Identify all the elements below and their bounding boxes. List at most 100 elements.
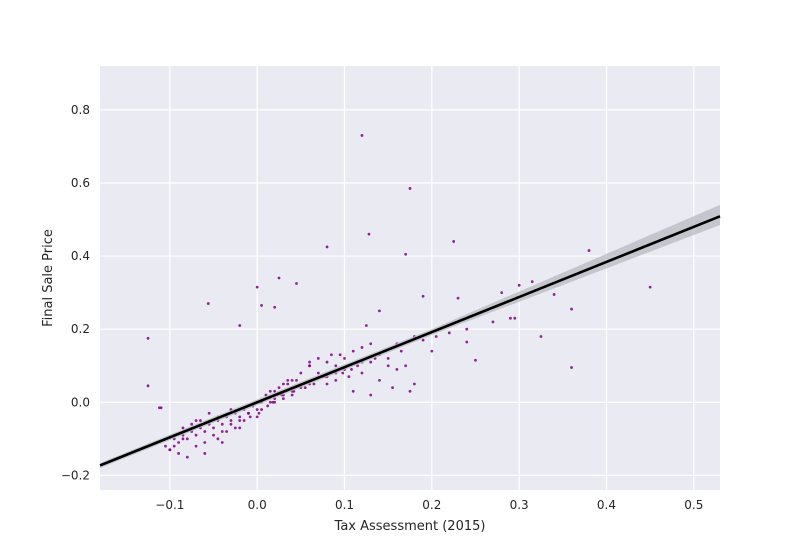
tick-labels: −0.1 0.0 0.1 0.2 0.3 0.4 0.5 −0.2 0.0 0.2 0.4 0.6 0.… bbox=[61, 103, 703, 512]
scatter-point bbox=[509, 316, 512, 320]
x-axis-label: Tax Assessment (2015) bbox=[334, 519, 486, 534]
scatter-point bbox=[172, 444, 176, 448]
scatter-point bbox=[206, 302, 210, 305]
regression-line bbox=[99, 215, 721, 467]
scatter-point bbox=[229, 422, 233, 426]
scatter-point bbox=[421, 338, 425, 342]
scatter-point bbox=[260, 408, 263, 411]
scatter-point bbox=[257, 411, 261, 415]
scatter-point bbox=[360, 134, 364, 137]
scatter-point bbox=[146, 384, 150, 388]
scatter-point bbox=[367, 232, 371, 236]
x-tick-label: 0.4 bbox=[597, 498, 616, 512]
scatter-point bbox=[268, 389, 272, 393]
scatter-point bbox=[452, 240, 456, 243]
scatter-point bbox=[194, 444, 198, 448]
scatter-point bbox=[395, 367, 399, 371]
scatter-point bbox=[238, 324, 242, 327]
scatter-point bbox=[233, 426, 237, 430]
scatter-point bbox=[216, 437, 220, 441]
scatter-point bbox=[334, 378, 338, 382]
scatter-point bbox=[229, 419, 233, 422]
scatter-point bbox=[378, 378, 381, 382]
scatter-point bbox=[185, 455, 189, 459]
scatter-point bbox=[271, 400, 275, 404]
scatter-point bbox=[399, 349, 403, 353]
scatter-point bbox=[500, 291, 504, 295]
scatter-point bbox=[203, 441, 207, 444]
scatter-point bbox=[290, 378, 294, 382]
scatter-point bbox=[369, 342, 373, 346]
scatter-point bbox=[308, 360, 311, 364]
y-tick-label: 0.8 bbox=[71, 103, 90, 117]
y-axis-label: Final Sale Price bbox=[41, 229, 56, 327]
scatter-point bbox=[587, 249, 591, 252]
scatter-point bbox=[242, 419, 246, 422]
scatter-point bbox=[203, 430, 207, 433]
scatter-point bbox=[177, 452, 180, 455]
scatter-point bbox=[181, 426, 185, 430]
scatter-point bbox=[430, 349, 434, 353]
x-tick-label: −0.1 bbox=[155, 498, 184, 512]
scatter-point bbox=[238, 426, 242, 430]
scatter-point bbox=[194, 419, 198, 422]
scatter-point bbox=[164, 444, 167, 448]
scatter-point bbox=[268, 400, 272, 404]
scatter-point bbox=[286, 378, 290, 382]
y-tick-label: 0.2 bbox=[71, 322, 90, 336]
scatter-point bbox=[408, 389, 412, 393]
scatter-point bbox=[159, 406, 163, 410]
scatter-point bbox=[247, 411, 250, 415]
scatter-point bbox=[412, 382, 416, 386]
scatter-point bbox=[351, 389, 355, 393]
scatter-point bbox=[421, 294, 425, 298]
scatter-point bbox=[273, 305, 277, 309]
scatter-point bbox=[181, 437, 185, 441]
scatter-point bbox=[341, 371, 345, 375]
scatter-point bbox=[277, 386, 281, 390]
scatter-point bbox=[273, 389, 277, 393]
scatter-point bbox=[513, 316, 517, 320]
y-tick-label: −0.2 bbox=[61, 468, 90, 482]
scatter-point bbox=[212, 426, 215, 430]
scatter-point bbox=[303, 386, 307, 390]
scatter-point bbox=[364, 324, 368, 327]
scatter-point bbox=[465, 340, 469, 344]
scatter-point bbox=[325, 360, 329, 364]
scatter-point bbox=[203, 452, 207, 455]
scatter-point bbox=[404, 252, 408, 256]
scatter-point bbox=[316, 371, 320, 375]
x-tick-label: 0.3 bbox=[510, 498, 529, 512]
y-tick-label: 0.0 bbox=[71, 395, 90, 409]
scatter-point bbox=[281, 382, 285, 386]
x-tick-label: 0.0 bbox=[248, 498, 267, 512]
scatter-point bbox=[517, 283, 521, 287]
scatter-point bbox=[207, 411, 211, 415]
scatter-point bbox=[266, 404, 270, 408]
scatter-point bbox=[456, 296, 460, 300]
scatter-point bbox=[177, 441, 180, 444]
x-tick-label: 0.1 bbox=[335, 498, 354, 512]
scatter-point bbox=[325, 245, 329, 249]
scatter-point bbox=[570, 307, 573, 311]
scatter-point bbox=[146, 336, 150, 340]
scatter-point bbox=[194, 433, 198, 437]
scatter-point bbox=[330, 353, 333, 357]
scatter-point bbox=[185, 437, 189, 441]
scatter-point bbox=[447, 331, 451, 335]
scatter-point bbox=[199, 419, 202, 422]
scatter-point bbox=[220, 430, 224, 433]
scatter-point bbox=[295, 378, 298, 382]
scatter-point bbox=[570, 366, 573, 369]
scatter-point bbox=[408, 187, 412, 190]
scatter-point bbox=[347, 375, 351, 379]
scatter-point bbox=[350, 367, 353, 371]
y-tick-label: 0.4 bbox=[71, 249, 90, 263]
scatter-point bbox=[312, 382, 316, 386]
scatter-point bbox=[248, 415, 252, 419]
scatter-point bbox=[308, 364, 311, 368]
scatter-point bbox=[220, 441, 224, 444]
scatter-point bbox=[290, 393, 294, 397]
scatter-point bbox=[212, 433, 215, 437]
